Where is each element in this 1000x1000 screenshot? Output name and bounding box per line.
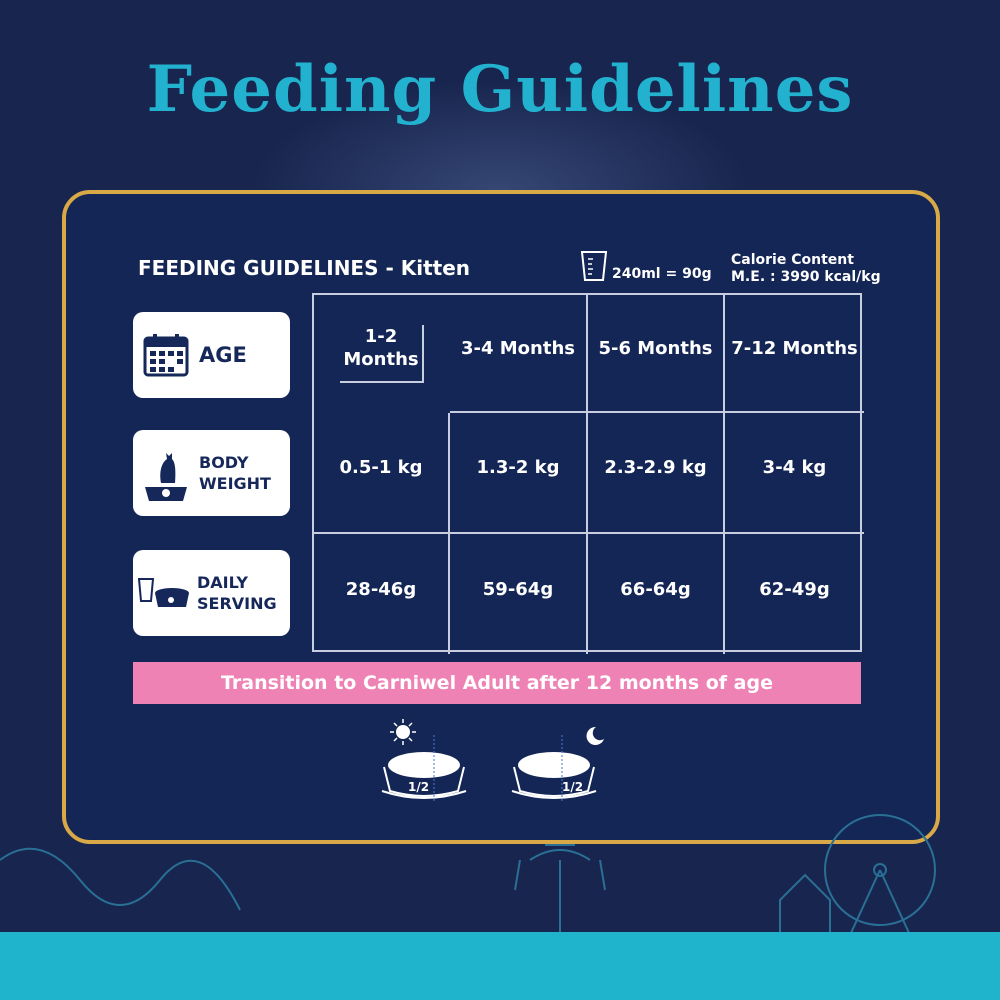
table-cell: 1-2 Months	[340, 325, 424, 383]
table-cell: 59-64g	[450, 534, 588, 654]
table-cell: 62-49g	[759, 578, 830, 600]
row-label-text: DAILY SERVING	[197, 573, 277, 613]
table-cell: 28-46g	[314, 534, 450, 654]
table-cell: 3-4 Months	[450, 295, 588, 413]
moon-icon	[586, 726, 604, 745]
calorie-content: Calorie Content M.E. : 3990 kcal/kg	[731, 252, 881, 286]
bowls-illustration: 1/2 1/2	[381, 719, 604, 803]
feeding-table: 1-2 Months 3-4 Months 5-6 Months 7-12 Mo…	[312, 293, 864, 654]
sun-icon	[390, 719, 416, 745]
cat-on-scale-icon	[145, 453, 187, 501]
guidelines-card	[62, 190, 940, 844]
table-cell: 5-6 Months	[588, 295, 725, 413]
transition-banner: Transition to Carniwel Adult after 12 mo…	[133, 662, 861, 704]
food-bowl-icon	[137, 578, 189, 607]
bottom-band	[0, 932, 1000, 1000]
cup-measure: 240ml = 90g	[612, 266, 712, 282]
table-cell: 7-12 Months	[725, 295, 864, 413]
day-portion: 1/2	[408, 780, 429, 794]
day-bowl-icon	[381, 735, 467, 803]
row-label-text: AGE	[199, 343, 247, 367]
row-label-text: BODY WEIGHT	[199, 453, 271, 493]
table-cell: 0.5-1 kg	[314, 413, 450, 534]
table-cell: 3-4 kg	[725, 413, 864, 534]
page-title: Feeding Guidelines	[146, 52, 854, 127]
table-cell: 1.3-2 kg	[450, 413, 588, 534]
table-cell: 2.3-2.9 kg	[588, 413, 725, 534]
calorie-label: Calorie Content	[731, 252, 854, 268]
night-portion: 1/2	[562, 780, 583, 794]
night-bowl-icon	[511, 735, 597, 803]
card-header: FEEDING GUIDELINES - Kitten	[138, 256, 471, 280]
calendar-icon	[143, 334, 189, 377]
table-cell: 66-64g	[588, 534, 725, 654]
row-label-body-weight: BODY WEIGHT	[133, 430, 290, 516]
row-label-daily-serving: DAILY SERVING	[133, 550, 290, 636]
calorie-value: M.E. : 3990 kcal/kg	[731, 269, 881, 285]
amusement-park-decoration	[0, 814, 936, 935]
row-label-age: AGE	[133, 312, 290, 398]
measuring-cup-icon	[580, 251, 608, 281]
